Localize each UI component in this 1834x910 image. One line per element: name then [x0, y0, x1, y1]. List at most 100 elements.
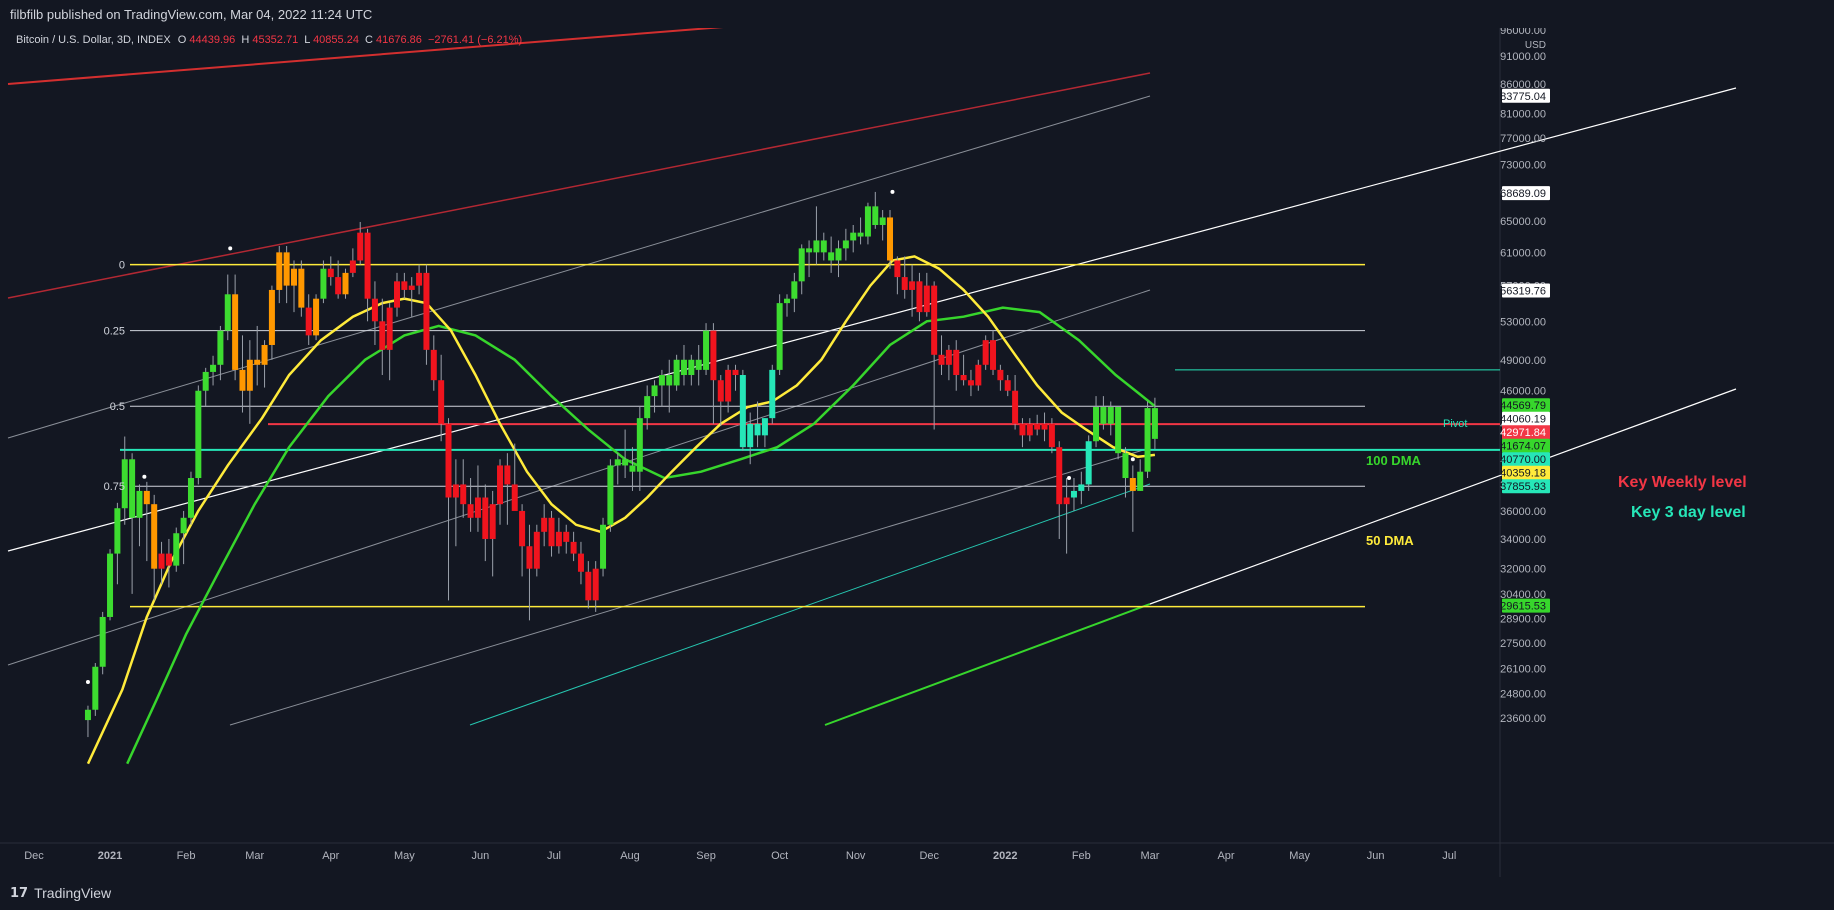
candle-body — [577, 553, 584, 572]
tradingview-logo[interactable]: 17 TradingView — [10, 885, 111, 901]
time-tick-label: May — [1289, 850, 1310, 862]
candle-body — [268, 289, 275, 345]
time-axis: Dec 2021 Feb Mar Apr May Jun Jul Aug Sep Oct Nov Dec… — [24, 850, 1456, 862]
price-tick-label: 28900.00 — [1500, 614, 1546, 626]
candle — [761, 418, 768, 448]
candle-body — [408, 285, 415, 290]
candle — [497, 459, 504, 525]
candle — [482, 484, 489, 562]
candle — [739, 369, 746, 451]
candle-body — [386, 307, 393, 350]
candle-body — [570, 541, 577, 554]
candle — [1063, 478, 1070, 554]
price-tick-label: 91000.00 — [1500, 51, 1546, 63]
candle — [187, 471, 194, 525]
candle-body — [1100, 407, 1107, 424]
candle — [644, 385, 651, 430]
candle-body — [585, 571, 592, 601]
candle — [342, 268, 349, 299]
price-label-text: 68689.09 — [1500, 188, 1546, 200]
annotations-layer: Pivot 100 DMA Key Weekly level Key 3 day… — [1366, 418, 1747, 548]
candle — [239, 335, 246, 413]
candle-body — [747, 423, 754, 448]
candle-body — [158, 553, 165, 569]
price-label-bg — [1502, 398, 1550, 413]
candle — [173, 527, 180, 572]
candle — [864, 202, 871, 245]
candle — [747, 412, 754, 465]
price-label-text: 44569.79 — [1500, 400, 1546, 412]
time-tick-label: 2021 — [98, 850, 122, 862]
candle-body — [202, 371, 209, 391]
candle — [820, 232, 827, 261]
price-tick-label: 65000.00 — [1500, 216, 1546, 228]
time-tick-label: Jun — [472, 850, 490, 862]
open-value: 44439.96 — [189, 34, 235, 46]
price-tick-label: 30400.00 — [1500, 589, 1546, 601]
price-label-bg — [1502, 452, 1550, 467]
candle-body — [967, 380, 974, 386]
candle — [232, 274, 239, 381]
annotation-key-3day: Key 3 day level — [1631, 504, 1746, 521]
candle-body — [1048, 423, 1055, 448]
candle — [526, 524, 533, 621]
time-tick-label: Oct — [771, 850, 788, 862]
candle — [680, 344, 687, 386]
candle-body — [1085, 441, 1092, 485]
candle-body — [239, 369, 246, 391]
close-value: 41676.86 — [376, 34, 422, 46]
candle-body — [739, 375, 746, 448]
price-chart[interactable]: Pivot 100 DMA Key Weekly level Key 3 day… — [0, 0, 1834, 877]
candle — [489, 490, 496, 577]
candle — [909, 264, 916, 317]
candle — [1137, 459, 1144, 491]
candle-body — [563, 531, 570, 542]
low-label: L — [304, 34, 310, 46]
candle-body — [1151, 408, 1158, 439]
candle-body — [798, 248, 805, 282]
chart-area[interactable]: Pivot 100 DMA Key Weekly level Key 3 day… — [0, 0, 1834, 877]
candle-body — [519, 510, 526, 547]
candle — [842, 228, 849, 261]
candle-body — [791, 281, 798, 299]
price-label-bg — [1502, 88, 1550, 103]
candle — [246, 340, 253, 424]
candle — [371, 281, 378, 345]
candle-body — [960, 375, 967, 381]
candle — [1144, 401, 1151, 479]
tradingview-logo-icon: 17 — [10, 885, 29, 901]
candle — [791, 272, 798, 313]
price-label-badge: 41674.07 — [1500, 438, 1550, 453]
candle — [349, 248, 356, 278]
fib-label-025: 0.25 — [104, 326, 125, 338]
price-tick-label: 86000.00 — [1500, 79, 1546, 91]
time-tick-label: Dec — [919, 850, 939, 862]
candle — [158, 541, 165, 585]
candle — [290, 260, 297, 313]
candle-body — [622, 459, 629, 466]
footer-bar: 17 TradingView — [0, 877, 1834, 910]
candle-body — [474, 497, 481, 518]
candle-body — [945, 349, 952, 365]
channel-line-teal — [469, 483, 1151, 726]
price-label-badge: 44060.19 — [1500, 411, 1550, 426]
candle — [931, 281, 938, 430]
candle — [990, 330, 997, 376]
candle — [732, 364, 739, 391]
candle-body — [526, 546, 533, 569]
candle — [1115, 407, 1122, 460]
candle — [953, 340, 960, 391]
candle-body — [901, 277, 908, 290]
candle-body — [1078, 484, 1085, 491]
candle — [202, 367, 209, 406]
candle — [725, 364, 732, 413]
candle-body — [99, 616, 106, 667]
trend-lines-layer — [7, 0, 1737, 726]
time-tick-label: Feb — [1072, 850, 1091, 862]
price-label-text: 40770.00 — [1500, 454, 1546, 466]
candle-body — [1144, 408, 1151, 472]
candle-body — [452, 484, 459, 498]
candle — [121, 436, 128, 525]
price-label-bg — [1502, 465, 1550, 480]
high-value: 45352.71 — [252, 34, 298, 46]
